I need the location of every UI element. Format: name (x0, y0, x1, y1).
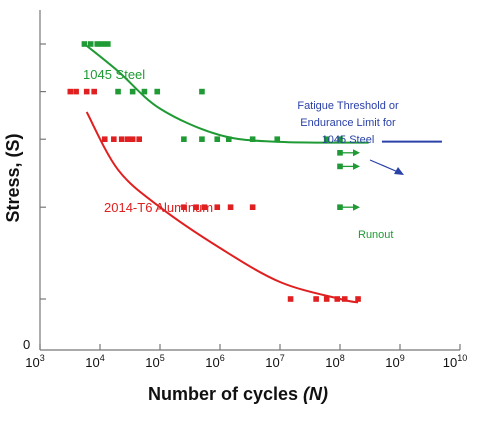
data-point (67, 88, 74, 95)
endurance-pointer-line (369, 159, 399, 173)
endurance-annotation-line1: Fatigue Threshold or (297, 100, 399, 112)
x-tick-label-exponent: 4 (100, 353, 105, 363)
x-tick-label-base: 10 (25, 355, 39, 370)
data-point (99, 41, 106, 47)
data-point (355, 296, 361, 302)
data-point (227, 204, 234, 210)
steel-series-label: 1045 Steel (83, 67, 145, 82)
data-point (287, 296, 294, 302)
runout-arrowhead (353, 162, 360, 170)
data-point (337, 136, 343, 142)
data-point (101, 136, 108, 142)
data-point (94, 41, 101, 47)
data-point (214, 136, 221, 142)
x-tick-label-exponent: 10 (457, 353, 467, 363)
data-point (129, 88, 136, 95)
data-point (249, 204, 256, 210)
data-point (274, 136, 281, 142)
x-tick-label-exponent: 3 (40, 353, 45, 363)
data-point (214, 204, 221, 210)
data-point (81, 41, 88, 47)
data-point (154, 88, 161, 95)
y-axis-ticks (40, 43, 46, 300)
x-tick-label-base: 10 (385, 355, 399, 370)
runout-arrowhead (353, 203, 360, 211)
x-tick-label: 109 (385, 353, 404, 370)
x-tick-label-exponent: 7 (280, 353, 285, 363)
x-tick-label-exponent: 9 (400, 353, 405, 363)
x-axis-ticks: 103 104 105 106 107 108 109 1010 (25, 344, 467, 370)
x-tick-label: 1010 (443, 353, 467, 370)
data-point (83, 88, 90, 95)
data-point (334, 296, 341, 302)
x-tick-label-base: 10 (205, 355, 219, 370)
data-point (199, 136, 205, 142)
data-point (225, 136, 232, 142)
data-point (193, 204, 199, 210)
data-point (118, 136, 125, 142)
data-point (115, 88, 121, 95)
data-point (105, 41, 111, 47)
y-tick-label-zero: 0 (23, 337, 30, 352)
data-point (124, 136, 131, 142)
x-tick-label: 107 (265, 353, 284, 370)
data-point (313, 296, 319, 302)
endurance-pointer-arrowhead (394, 167, 404, 175)
x-tick-label: 104 (85, 353, 104, 370)
x-tick-label-base: 10 (325, 355, 339, 370)
x-tick-label-base: 10 (145, 355, 159, 370)
data-point (87, 41, 94, 47)
x-tick-label-exponent: 5 (160, 353, 165, 363)
data-point (201, 204, 208, 210)
x-tick-label: 106 (205, 353, 224, 370)
data-point (323, 296, 330, 302)
x-tick-label-base: 10 (265, 355, 279, 370)
x-tick-label-base: 10 (85, 355, 99, 370)
fit-curve (83, 43, 369, 144)
x-axis-title-text: Number of cycles (148, 384, 298, 404)
x-axis-title: Number of cycles (N) (148, 384, 328, 404)
x-tick-label: 103 (25, 353, 44, 370)
x-tick-label: 105 (145, 353, 164, 370)
y-axis-title: Stress, (S) (3, 133, 23, 222)
data-point (199, 88, 205, 95)
data-point (73, 88, 79, 95)
endurance-annotation-line2: Endurance Limit for (300, 117, 396, 129)
data-point (341, 296, 348, 302)
endurance-annotation-line3: 1045 Steel (322, 134, 375, 146)
data-point (181, 204, 187, 210)
x-tick-label-exponent: 8 (340, 353, 345, 363)
data-point (249, 136, 256, 142)
fit-curves (83, 43, 369, 304)
data-point (111, 136, 117, 142)
runout-arrows (340, 149, 360, 211)
runout-arrowhead (353, 149, 360, 157)
aluminum-series-label: 2014-T6 Aluminum (104, 200, 213, 215)
x-axis-title-var: (N) (303, 384, 328, 404)
data-point (141, 88, 148, 95)
x-tick-label: 108 (325, 353, 344, 370)
x-tick-label-exponent: 6 (220, 353, 225, 363)
data-points (67, 41, 361, 302)
data-point (181, 136, 187, 142)
data-point (91, 88, 97, 95)
data-point (129, 136, 136, 142)
x-tick-label-base: 10 (443, 355, 457, 370)
data-point (323, 136, 330, 142)
runout-label: Runout (358, 229, 393, 241)
data-point (136, 136, 142, 142)
